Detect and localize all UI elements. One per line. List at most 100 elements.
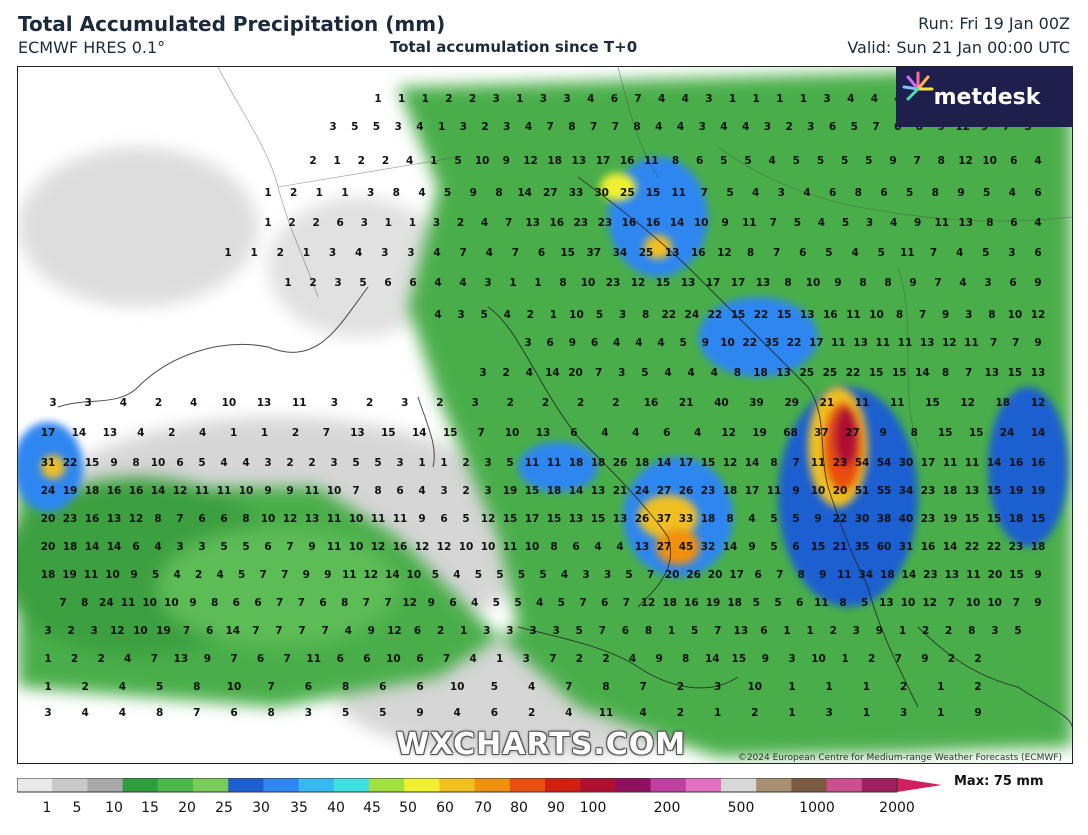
precip-value-label: 9 [914,216,922,229]
precip-value-label: 2 [829,624,837,637]
precip-value-label: 17 [730,276,746,289]
precip-value-label: 9 [701,336,710,349]
precip-value-label: 5 [220,540,228,553]
precip-value-label: 9 [879,426,887,439]
precip-value-label: 7 [459,246,467,259]
precip-value-label: 5 [906,186,914,199]
precip-value-label: 4 [560,568,569,581]
precip-value-label: 6 [413,624,422,637]
precip-value-label: 4 [1034,154,1042,167]
precip-value-label: 13 [733,624,749,637]
colorbar-tick-label: 10 [105,800,123,816]
precip-value-label: 5 [816,154,825,167]
precip-value-label: 6 [232,596,240,609]
precip-value-label: 2 [612,396,620,409]
precip-value-label: 4 [657,336,665,349]
precip-value-label: 7 [598,624,606,637]
precip-value-label: 6 [384,276,392,289]
precip-value-label: 22 [62,456,78,469]
precip-value-label: 3 [965,308,973,321]
precip-value-label: 2 [676,706,685,719]
precip-value-label: 11 [964,456,980,469]
colorbar-segment [122,778,159,792]
precip-value-label: 1 [229,426,238,439]
precipitation-map[interactable]: 1112231334674431111344435534132347877844… [17,66,1073,764]
precip-value-label: 18 [590,456,606,469]
precip-value-label: 6 [409,276,417,289]
precip-value-label: 8 [374,484,382,497]
precip-value-label: 6 [610,92,619,105]
precip-value-label: 14 [71,426,87,439]
precip-value-label: 34 [612,246,628,259]
precip-value-label: 3 [492,92,500,105]
precip-value-label: 1 [408,216,417,229]
precip-value-label: 13 [964,484,980,497]
precip-value-label: 8 [154,512,162,525]
precip-value-label: 14 [150,484,166,497]
colorbar-tick-label: 100 [579,800,607,816]
precip-value-label: 15 [868,366,884,379]
precip-value-label: 3 [552,624,560,637]
colorbar-segment [52,778,88,792]
precip-value-label: 26 [634,512,650,525]
precip-value-label: 7 [773,246,781,259]
precip-value-label: 8 [267,706,275,719]
precip-value-label: 5 [198,456,206,469]
precip-value-label: 20 [40,540,56,553]
precip-value-label: 7 [913,154,921,167]
precip-value-label: 3 [618,366,626,379]
precip-value-label: 10 [326,484,342,497]
precip-value-label: 5 [641,366,649,379]
precip-value-label: 6 [621,624,630,637]
precip-value-label: 12 [721,426,736,439]
precip-value-label: 7 [589,120,598,133]
precip-value-label: 2 [468,92,477,105]
precip-value-label: 13 [944,568,960,581]
precip-value-label: 16 [128,484,144,497]
precip-value-label: 18 [727,596,742,609]
precip-value-label: 8 [941,366,950,379]
colorbar-tick-label: 60 [436,800,454,816]
precip-value-label: 7 [477,426,485,439]
precip-value-label: 3 [484,484,492,497]
precip-value-label: 8 [986,216,994,229]
precip-value-label: 6 [546,336,554,349]
precip-value-label: 19 [705,596,721,609]
precip-value-label: 5 [155,680,164,693]
precip-value-label: 4 [720,120,728,133]
precip-value-label: 37 [814,426,829,439]
precip-value-label: 3 [984,276,992,289]
precip-value-label: 7 [275,624,283,637]
precip-value-label: 5 [595,308,604,321]
precip-value-label: 7 [384,596,392,609]
precip-value-label: 7 [276,596,284,609]
precip-value-label: 10 [458,540,474,553]
precip-value-label: 23 [920,484,936,497]
precip-value-label: 5 [359,276,367,289]
precip-value-label: 18 [546,484,562,497]
precip-value-label: 14 [385,568,400,581]
colorbar-segment [721,778,757,792]
precip-value-label: 10 [150,456,166,469]
precip-value-label: 3 [90,624,98,637]
precip-value-label: 16 [1030,456,1046,469]
precip-value-label: 1 [284,276,292,289]
precip-value-label: 5 [792,512,800,525]
precip-value-label: 5 [454,154,462,167]
precip-value-label: 10 [480,540,496,553]
precip-value-label: 11 [120,596,136,609]
colorbar-segment [861,778,898,792]
precip-value-label: 6 [1010,216,1018,229]
precip-value-label: 15 [502,512,518,525]
precip-value-label: 8 [937,154,945,167]
precip-value-label: 5 [575,624,583,637]
precip-value-label: 4 [406,154,414,167]
precip-value-label: 2 [899,680,908,693]
precip-value-label: 8 [931,186,939,199]
colorbar-segment [474,778,511,792]
colorbar-segment [439,778,476,792]
precip-value-label: 8 [242,512,250,525]
precip-value-label: 6 [336,216,344,229]
precip-value-label: 16 [822,308,838,321]
precip-value-label: 4 [803,186,811,199]
